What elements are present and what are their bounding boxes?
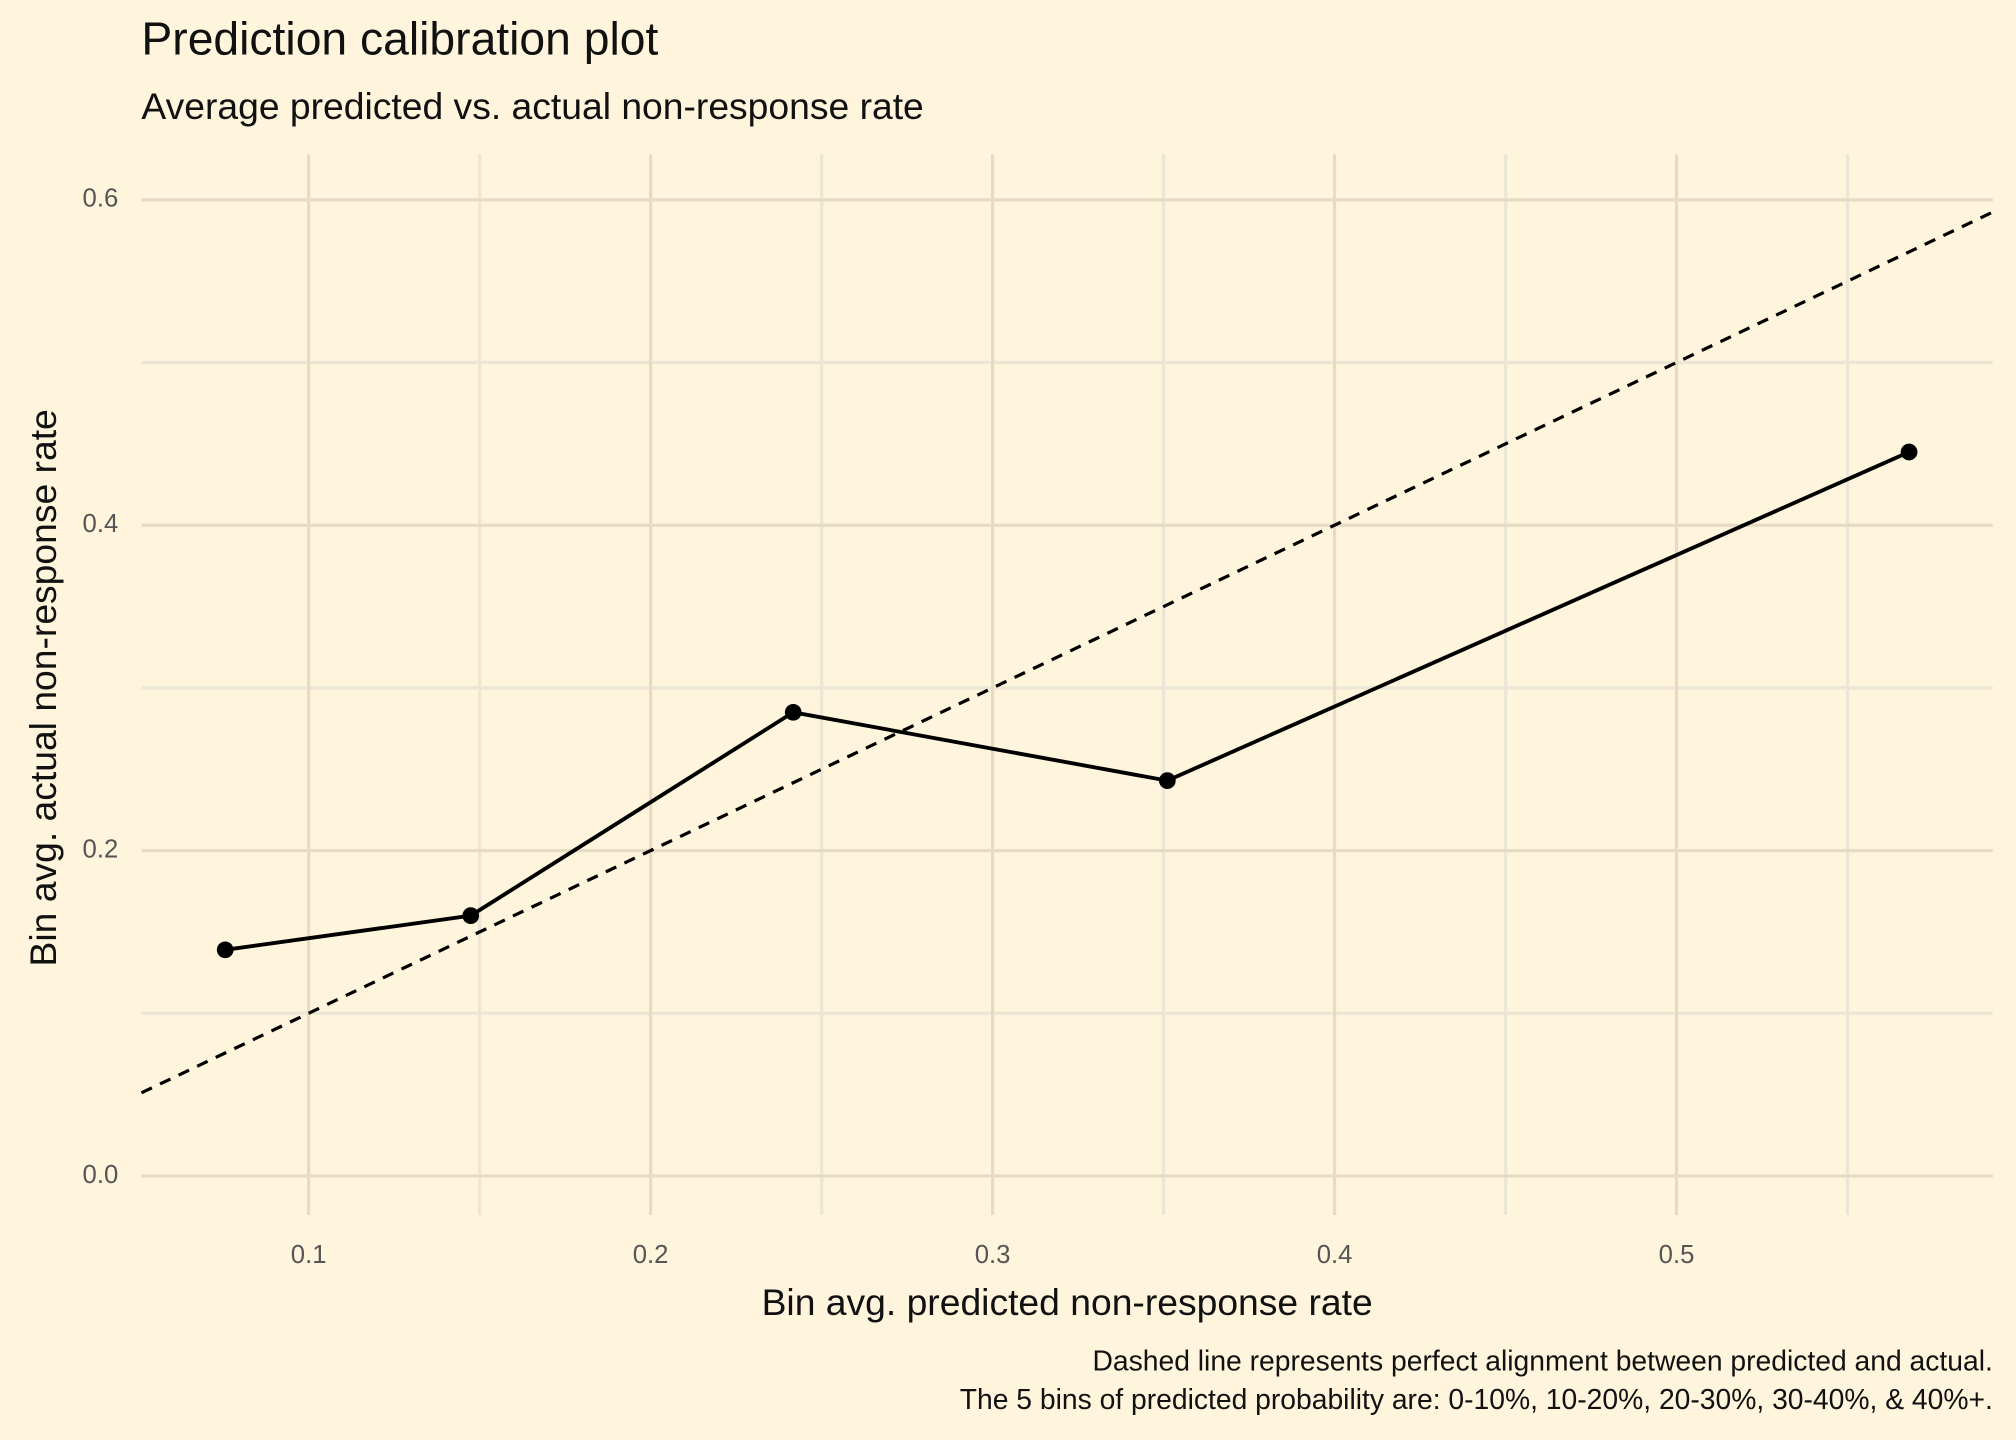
- caption: The 5 bins of predicted probability are:…: [960, 1383, 1993, 1415]
- y-tick-label: 0.2: [83, 835, 119, 863]
- x-tick-label: 0.4: [1317, 1241, 1353, 1269]
- y-axis-label: Bin avg. actual non-response rate: [22, 409, 64, 966]
- data-point: [1900, 443, 1918, 461]
- data-point: [216, 941, 234, 959]
- data-point: [462, 907, 480, 925]
- x-tick-label: 0.3: [975, 1241, 1011, 1269]
- x-tick-label: 0.5: [1659, 1241, 1695, 1269]
- data-point: [784, 703, 802, 721]
- y-tick-label: 0.0: [83, 1161, 119, 1189]
- x-tick-label: 0.2: [633, 1241, 669, 1269]
- x-axis-label: Bin avg. predicted non-response rate: [762, 1281, 1373, 1323]
- grid: [141, 154, 1993, 1215]
- data-point: [1158, 772, 1176, 789]
- reference-line: [140, 210, 1994, 1095]
- y-tick-label: 0.6: [83, 185, 119, 213]
- x-tick-label: 0.1: [291, 1241, 327, 1269]
- chart-subtitle: Average predicted vs. actual non-respons…: [141, 85, 923, 127]
- chart-title: Prediction calibration plot: [141, 13, 658, 65]
- caption: Dashed line represents perfect alignment…: [1092, 1344, 1992, 1376]
- y-tick-label: 0.4: [83, 510, 119, 538]
